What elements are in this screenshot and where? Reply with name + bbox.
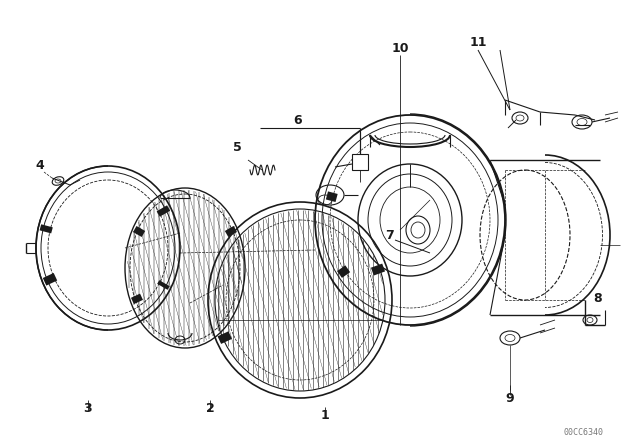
Text: 8: 8: [594, 292, 602, 305]
Text: 2: 2: [205, 401, 214, 414]
Text: 6: 6: [294, 113, 302, 126]
Text: 10: 10: [391, 42, 409, 55]
Text: 00CC6340: 00CC6340: [563, 427, 603, 436]
Text: 3: 3: [84, 401, 92, 414]
Text: 5: 5: [232, 141, 241, 154]
Text: 7: 7: [386, 228, 394, 241]
Text: 4: 4: [36, 159, 44, 172]
Text: 11: 11: [469, 35, 487, 48]
Text: 9: 9: [506, 392, 515, 405]
Text: 1: 1: [321, 409, 330, 422]
Bar: [352, 154, 368, 170]
